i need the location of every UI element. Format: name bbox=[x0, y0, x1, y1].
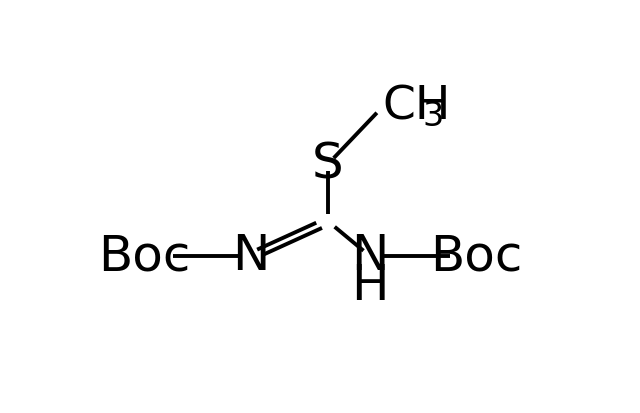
Text: N: N bbox=[232, 232, 270, 280]
Text: N: N bbox=[351, 232, 389, 280]
Text: 3: 3 bbox=[422, 100, 444, 133]
Text: S: S bbox=[312, 140, 344, 188]
Text: CH: CH bbox=[383, 84, 451, 129]
Text: Boc: Boc bbox=[99, 232, 191, 280]
Text: Boc: Boc bbox=[431, 232, 523, 280]
Text: H: H bbox=[351, 263, 389, 311]
